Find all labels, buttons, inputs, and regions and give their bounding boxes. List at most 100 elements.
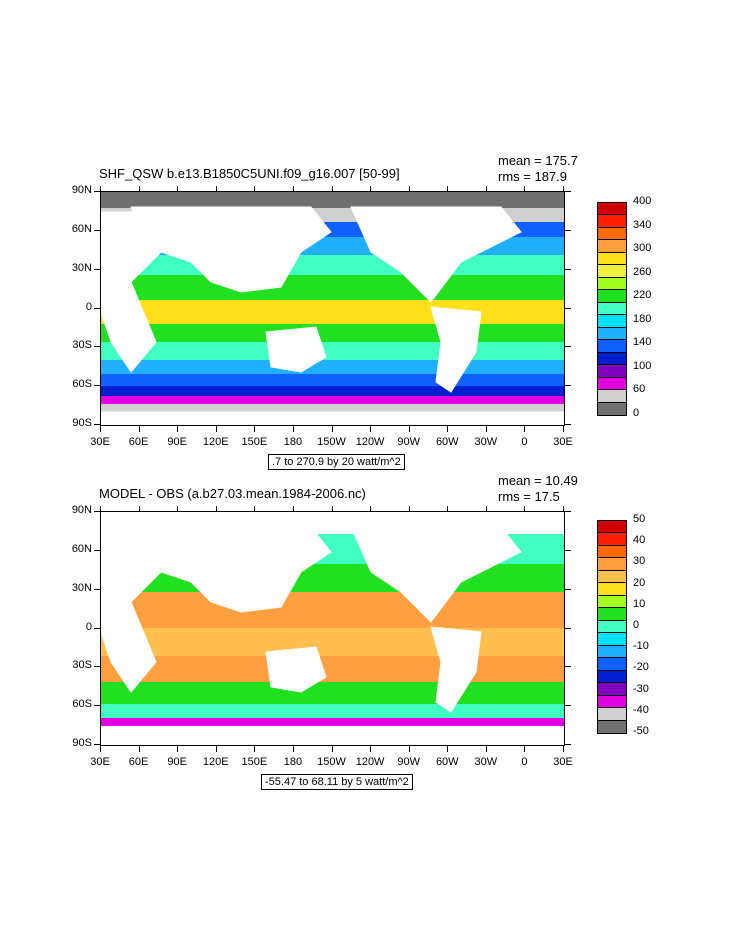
lon-tick-label: 120E: [202, 756, 229, 768]
field-band: [101, 255, 564, 275]
lat-tick-mark: [565, 588, 571, 590]
panel-top: SHF_QSW b.e13.B1850C5UNI.f09_g16.007 [50…: [0, 150, 733, 480]
lon-tick-mark: [215, 746, 217, 752]
legend-swatch: [598, 327, 626, 341]
lon-tick-mark: [447, 186, 449, 192]
legend-swatch: [598, 352, 626, 366]
legend-swatch: [598, 252, 626, 266]
lon-tick-mark: [370, 506, 372, 512]
lon-tick-mark: [485, 746, 487, 752]
legend-label: 10: [633, 597, 646, 610]
field-band: [101, 275, 564, 300]
lon-tick-mark: [370, 186, 372, 192]
lon-tick-label: 180: [283, 756, 303, 768]
lon-tick-mark: [292, 426, 294, 432]
lat-tick-mark: [565, 385, 571, 387]
lon-tick-label: 30W: [474, 756, 498, 768]
lon-tick-label: 60E: [128, 436, 149, 448]
lon-tick-label: 180: [283, 436, 303, 448]
field-band: [101, 300, 564, 324]
lat-tick-label: 60N: [71, 222, 92, 235]
map-plot: [100, 511, 565, 746]
legend-label: 340: [633, 218, 652, 231]
lon-tick-mark: [331, 746, 333, 752]
lat-tick-mark: [94, 307, 100, 309]
panel-title: SHF_QSW b.e13.B1850C5UNI.f09_g16.007 [50…: [99, 166, 400, 181]
lat-tick-mark: [565, 268, 571, 270]
legend-label: 0: [633, 619, 640, 631]
lon-tick-mark: [408, 426, 410, 432]
lon-tick-mark: [331, 426, 333, 432]
lon-tick-mark: [524, 746, 526, 752]
lat-tick-mark: [565, 424, 571, 425]
lon-tick-label: 90W: [397, 756, 420, 768]
legend-swatch: [598, 570, 626, 584]
land-mask: [101, 411, 564, 425]
lat-tick-mark: [565, 229, 571, 231]
lat-tick-mark: [94, 268, 100, 270]
field-band: [101, 342, 564, 360]
lat-tick-mark: [94, 511, 100, 512]
land-mask: [130, 206, 332, 293]
map-plot: [100, 191, 565, 426]
lon-tick-mark: [370, 746, 372, 752]
lat-tick-label: 90N: [71, 504, 92, 516]
legend-label: 140: [633, 336, 652, 349]
field-band: [101, 592, 564, 628]
lon-tick-label: 0: [521, 436, 528, 448]
legend-swatch: [598, 695, 626, 709]
contour-interval-label: -55.47 to 68.11 by 5 watt/m^2: [261, 774, 413, 790]
lon-tick-mark: [485, 426, 487, 432]
legend-swatch: [598, 227, 626, 241]
lat-tick-label: 30S: [72, 659, 92, 672]
legend-swatch: [598, 658, 626, 671]
rms-value: rms = 17.5: [498, 489, 560, 504]
lon-tick-label: 150W: [317, 436, 346, 448]
lat-tick-mark: [94, 424, 100, 425]
lon-tick-mark: [100, 186, 101, 192]
legend-swatch: [598, 558, 626, 571]
lon-tick-mark: [177, 426, 179, 432]
color-legend: [597, 202, 627, 416]
lon-tick-mark: [292, 186, 294, 192]
lon-tick-mark: [485, 186, 487, 192]
field-band: [101, 396, 564, 404]
lat-tick-mark: [565, 549, 571, 551]
lat-tick-mark: [565, 511, 571, 512]
lon-tick-label: 150E: [241, 436, 268, 448]
land-mask: [350, 526, 522, 623]
lat-tick-label: 30N: [71, 261, 92, 274]
lon-tick-mark: [408, 746, 410, 752]
legend-swatch: [598, 240, 626, 253]
lat-tick-mark: [94, 229, 100, 231]
lat-tick-mark: [94, 666, 100, 668]
legend-swatch: [598, 608, 626, 621]
lat-tick-mark: [565, 307, 571, 309]
legend-swatch: [598, 633, 626, 646]
land-mask: [265, 646, 327, 693]
lat-tick-label: 30S: [72, 339, 92, 352]
lat-tick-mark: [94, 549, 100, 551]
legend-swatch: [598, 683, 626, 696]
lon-tick-mark: [100, 506, 101, 512]
field-band: [101, 192, 564, 208]
lon-tick-label: 150E: [241, 756, 268, 768]
field-band: [101, 704, 564, 718]
lon-tick-label: 90E: [167, 436, 187, 448]
legend-swatch: [598, 315, 626, 328]
lon-tick-mark: [254, 746, 256, 752]
lon-tick-mark: [292, 746, 294, 752]
mean-value: mean = 10.49: [498, 473, 578, 488]
lon-tick-label: 60W: [435, 436, 459, 448]
field-band: [101, 628, 564, 656]
land-mask: [350, 206, 522, 303]
lat-tick-mark: [94, 627, 100, 629]
lon-tick-mark: [524, 506, 526, 512]
legend-label: 0: [633, 407, 640, 419]
lat-tick-mark: [94, 346, 100, 348]
lon-tick-mark: [254, 426, 256, 432]
lat-tick-label: 0: [85, 620, 92, 633]
lat-tick-mark: [565, 191, 571, 192]
legend-swatch: [598, 277, 626, 291]
legend-label: 400: [633, 195, 652, 207]
